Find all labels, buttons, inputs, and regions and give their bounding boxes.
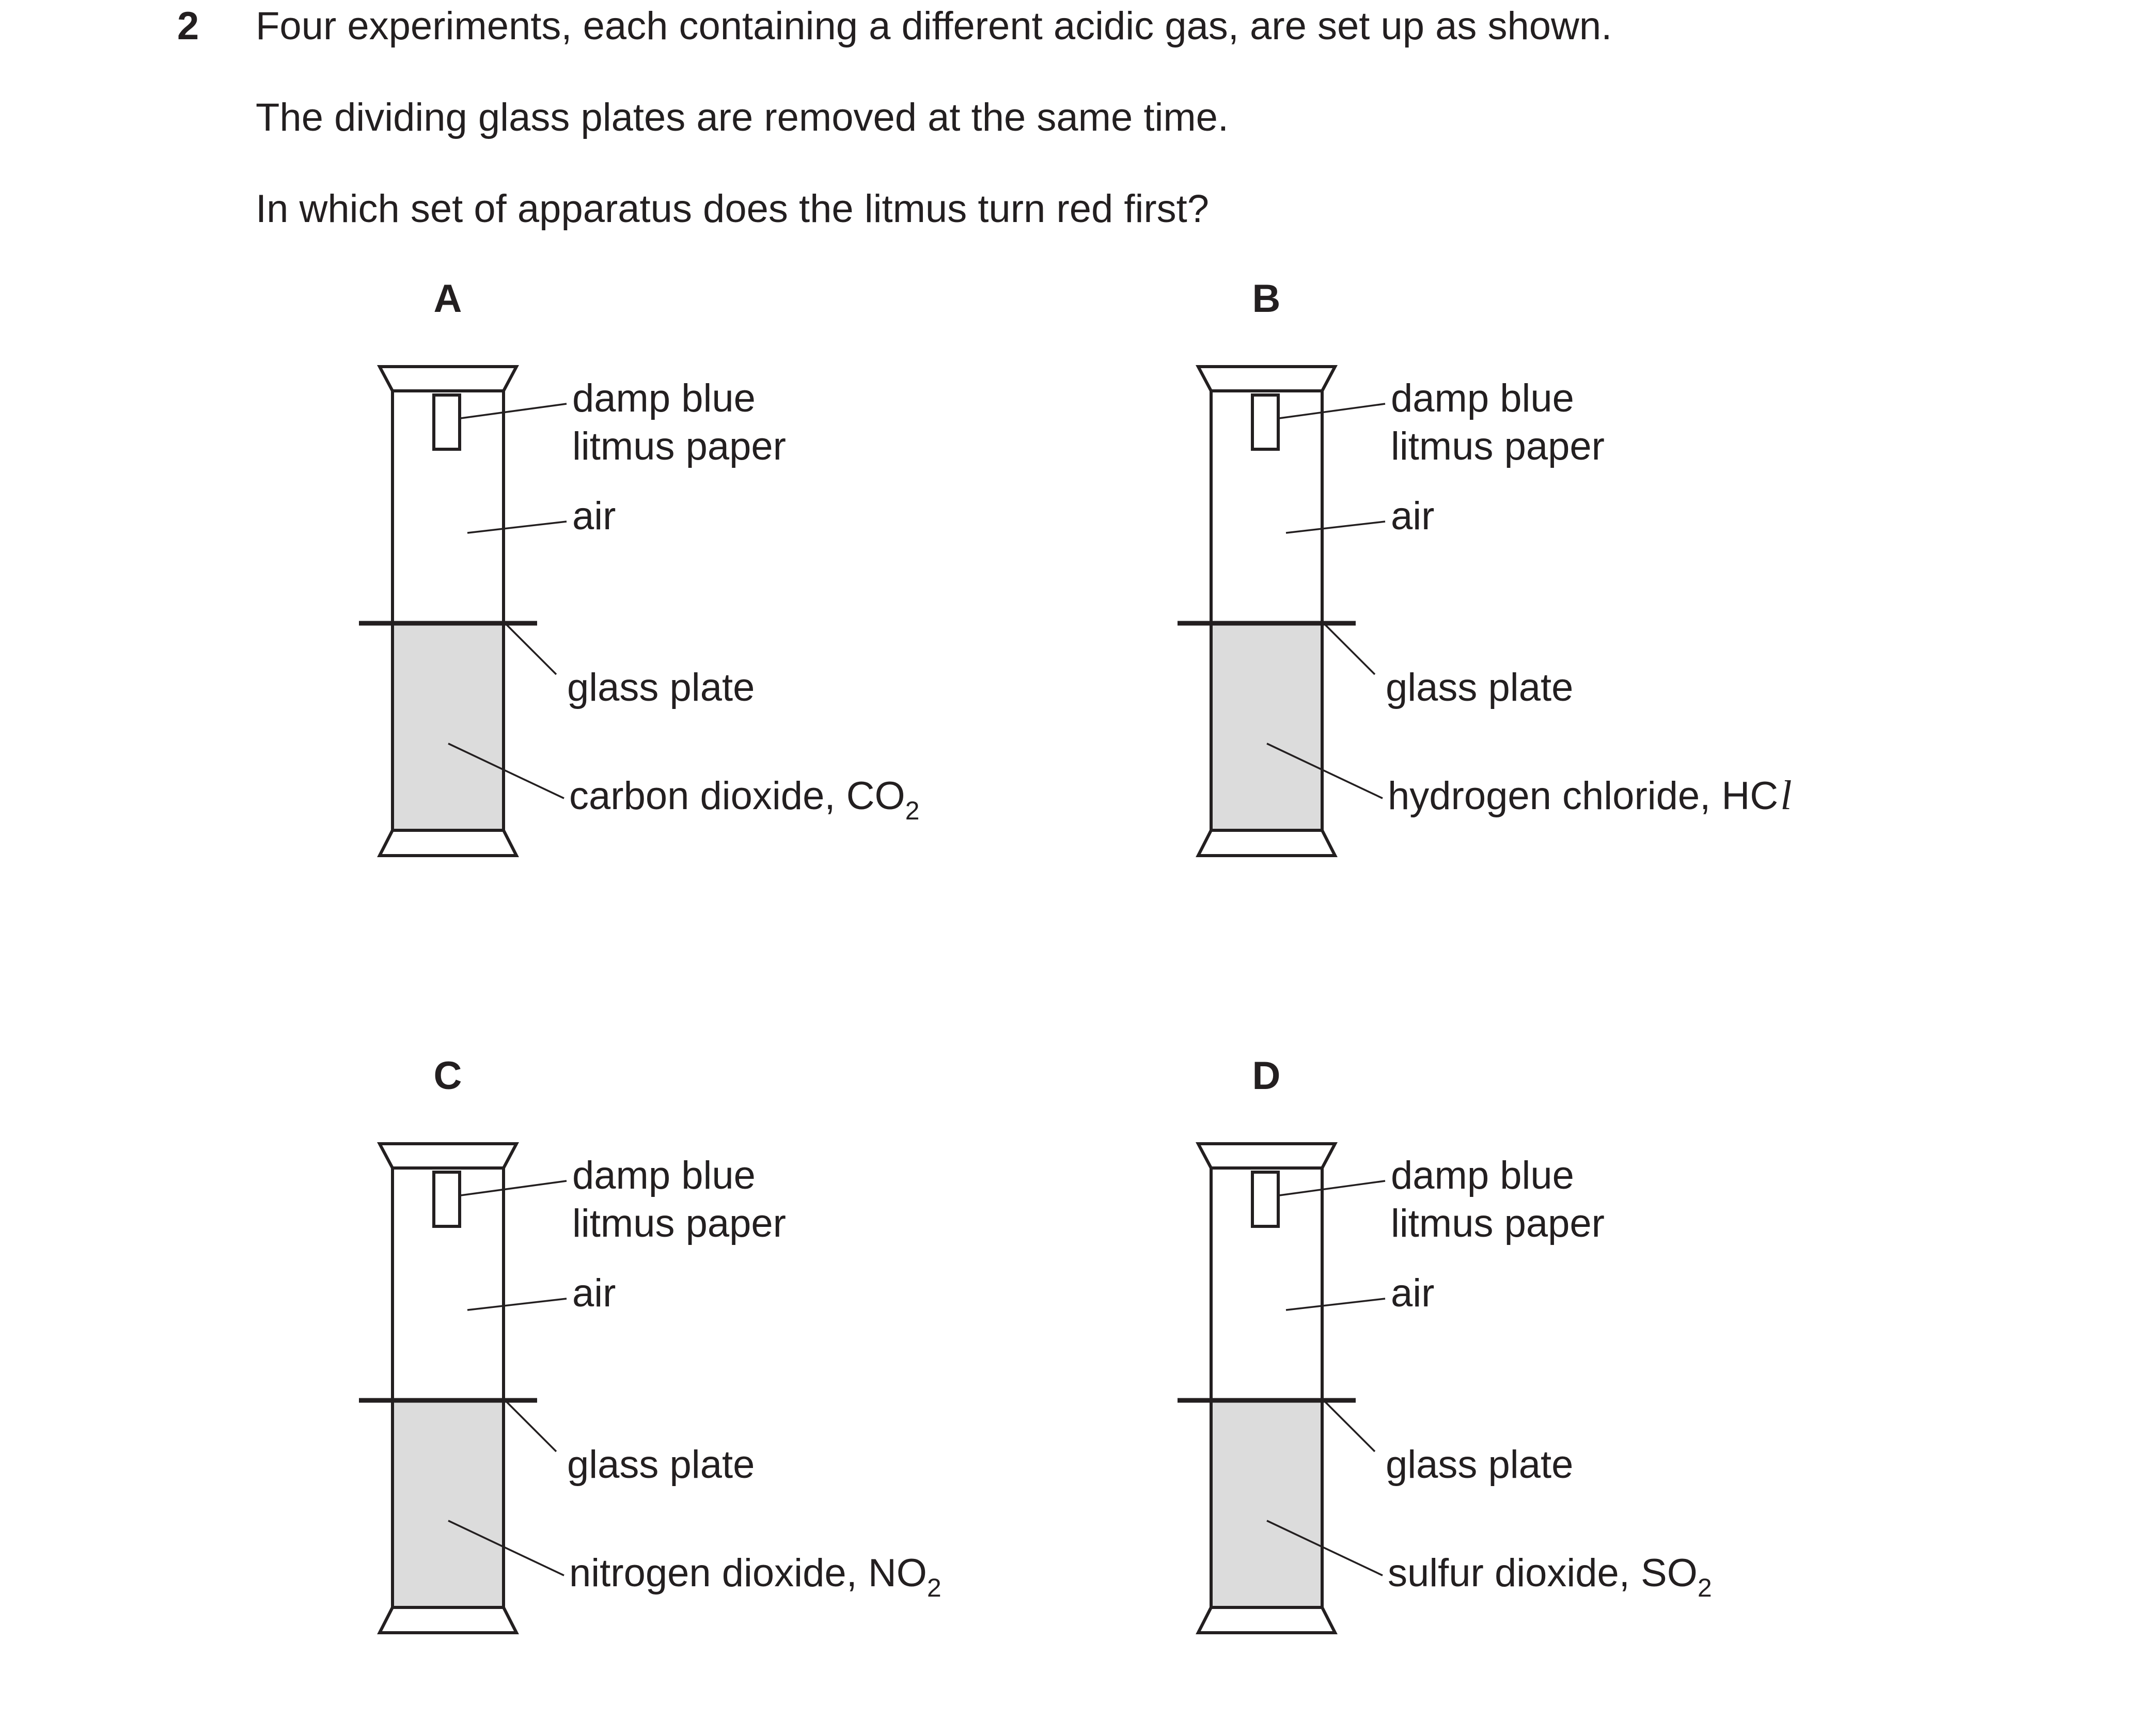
leader-litmus — [460, 403, 567, 419]
option-letter: C — [434, 1054, 462, 1098]
glass-plate-label: glass plate — [567, 1443, 755, 1487]
upper-flange — [377, 365, 519, 392]
litmus-paper — [432, 393, 461, 451]
litmus-label-line2: litmus paper — [1391, 1202, 1605, 1245]
leader-glass-plate — [1324, 1400, 1376, 1453]
question-number: 2 — [177, 4, 199, 48]
gas-name: hydrogen chloride, — [1388, 774, 1721, 818]
option-letter: B — [1252, 277, 1281, 321]
litmus-label-line2: litmus paper — [572, 424, 786, 468]
litmus-paper — [1251, 393, 1280, 451]
gas-name: carbon dioxide, — [569, 774, 846, 818]
air-label: air — [1391, 494, 1434, 538]
leader-litmus — [1279, 403, 1386, 419]
lower-flange — [377, 829, 519, 857]
air-label: air — [1391, 1271, 1434, 1315]
lower-flange — [1196, 1606, 1338, 1634]
question-line-3: In which set of apparatus does the litmu… — [256, 187, 1210, 231]
gas-label: nitrogen dioxide, NO2 — [569, 1551, 942, 1602]
leader-litmus — [1279, 1180, 1386, 1196]
litmus-label-line2: litmus paper — [572, 1202, 786, 1245]
gas-formula: SO — [1641, 1551, 1698, 1595]
gas-label: carbon dioxide, CO2 — [569, 774, 919, 825]
litmus-label-line1: damp blue — [1391, 1154, 1574, 1197]
gas-label: hydrogen chloride, HCl — [1388, 773, 1792, 818]
leader-glass-plate — [1324, 623, 1376, 675]
glass-plate-label: glass plate — [1386, 666, 1573, 709]
gas-fill — [393, 623, 504, 830]
lower-flange — [1196, 829, 1338, 857]
leader-gas — [448, 1520, 564, 1576]
leader-gas — [1266, 743, 1383, 799]
upper-flange — [1196, 1142, 1338, 1170]
question-line-1: Four experiments, each containing a diff… — [256, 4, 1612, 48]
gas-formula: HC — [1721, 774, 1778, 818]
leader-air — [1285, 1298, 1386, 1311]
litmus-paper — [1251, 1171, 1280, 1228]
gas-formula-subscript: 2 — [905, 796, 920, 825]
option-letter: D — [1252, 1054, 1281, 1098]
glass-plate-label: glass plate — [567, 666, 755, 709]
leader-air — [1285, 520, 1386, 534]
leader-gas — [448, 743, 564, 799]
gas-formula: NO — [868, 1551, 927, 1595]
lower-flange — [377, 1606, 519, 1634]
litmus-label-line1: damp blue — [572, 1154, 756, 1197]
litmus-paper — [432, 1171, 461, 1228]
gas-label: sulfur dioxide, SO2 — [1388, 1551, 1712, 1602]
air-label: air — [572, 494, 616, 538]
leader-litmus — [460, 1180, 567, 1196]
gas-fill — [1211, 1400, 1322, 1607]
option-letter: A — [434, 277, 462, 321]
upper-flange — [1196, 365, 1338, 392]
gas-name: nitrogen dioxide, — [569, 1551, 868, 1595]
litmus-label-line2: litmus paper — [1391, 424, 1605, 468]
leader-glass-plate — [505, 1400, 557, 1453]
gas-formula-subscript: 2 — [1698, 1573, 1712, 1602]
glass-plate-label: glass plate — [1386, 1443, 1573, 1487]
upper-flange — [377, 1142, 519, 1170]
leader-gas — [1266, 1520, 1383, 1576]
leader-air — [467, 520, 567, 534]
litmus-label-line1: damp blue — [572, 376, 756, 420]
gas-name: sulfur dioxide, — [1388, 1551, 1641, 1595]
question-line-2: The dividing glass plates are removed at… — [256, 96, 1229, 139]
gas-formula-subscript: 2 — [927, 1573, 942, 1602]
gas-formula-suffix: l — [1780, 773, 1792, 818]
gas-fill — [393, 1400, 504, 1607]
leader-glass-plate — [505, 623, 557, 675]
gas-formula: CO — [846, 774, 905, 818]
litmus-label-line1: damp blue — [1391, 376, 1574, 420]
gas-fill — [1211, 623, 1322, 830]
leader-air — [467, 1298, 567, 1311]
air-label: air — [572, 1271, 616, 1315]
